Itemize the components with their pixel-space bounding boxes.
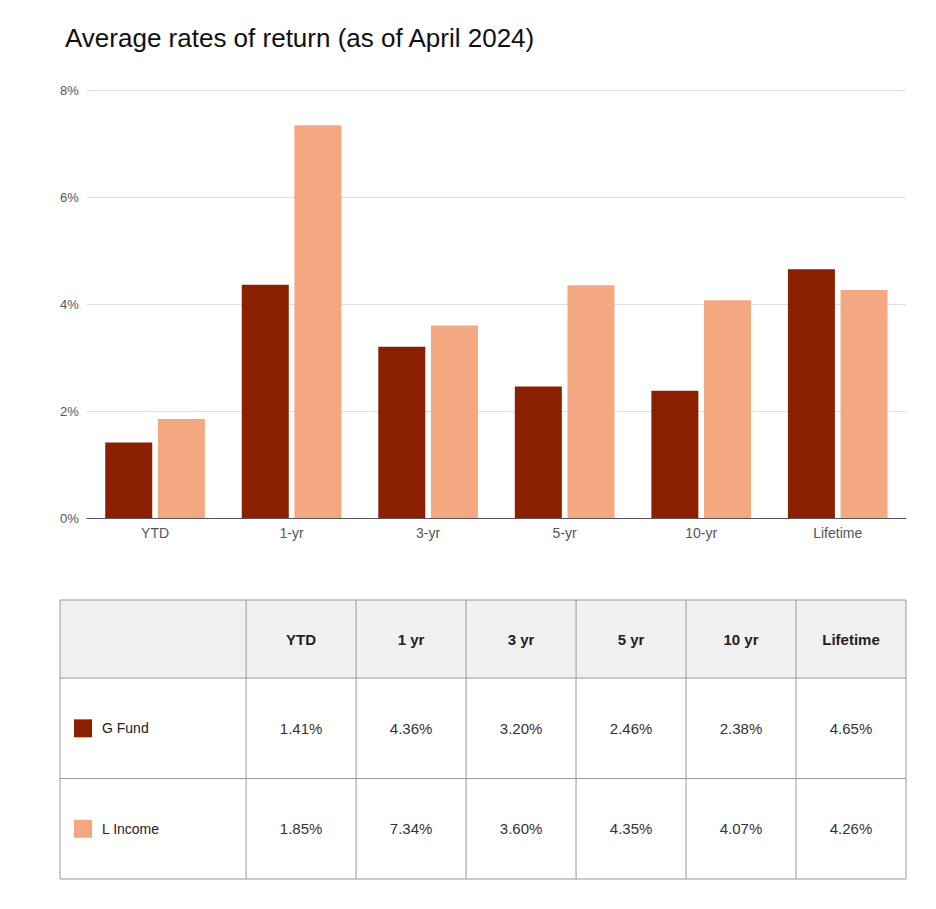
svg-text:YTD: YTD — [141, 525, 169, 541]
svg-text:Lifetime: Lifetime — [822, 631, 880, 648]
svg-text:2.46%: 2.46% — [610, 720, 653, 737]
svg-text:5-yr: 5-yr — [553, 525, 577, 541]
svg-text:4.35%: 4.35% — [610, 820, 653, 837]
svg-text:3.20%: 3.20% — [500, 720, 543, 737]
svg-text:0%: 0% — [60, 511, 79, 526]
svg-text:Average rates of return (as of: Average rates of return (as of April 202… — [65, 23, 534, 53]
svg-text:4.65%: 4.65% — [830, 720, 873, 737]
svg-text:1-yr: 1-yr — [280, 525, 304, 541]
svg-text:2.38%: 2.38% — [720, 720, 763, 737]
svg-text:10 yr: 10 yr — [724, 631, 759, 648]
svg-text:3 yr: 3 yr — [508, 631, 535, 648]
svg-text:YTD: YTD — [286, 631, 316, 648]
svg-text:G Fund: G Fund — [102, 720, 149, 736]
svg-text:4.07%: 4.07% — [720, 820, 763, 837]
svg-text:4%: 4% — [60, 297, 79, 312]
svg-text:8%: 8% — [60, 83, 79, 98]
svg-text:L Income: L Income — [102, 821, 159, 837]
svg-text:5 yr: 5 yr — [618, 631, 645, 648]
svg-text:10-yr: 10-yr — [685, 525, 717, 541]
svg-text:3-yr: 3-yr — [416, 525, 440, 541]
svg-text:4.36%: 4.36% — [390, 720, 433, 737]
svg-text:6%: 6% — [60, 190, 79, 205]
svg-text:1.41%: 1.41% — [280, 720, 323, 737]
svg-text:2%: 2% — [60, 404, 79, 419]
svg-text:3.60%: 3.60% — [500, 820, 543, 837]
svg-text:7.34%: 7.34% — [390, 820, 433, 837]
svg-text:4.26%: 4.26% — [830, 820, 873, 837]
svg-text:1.85%: 1.85% — [280, 820, 323, 837]
svg-text:1 yr: 1 yr — [398, 631, 425, 648]
svg-text:Lifetime: Lifetime — [813, 525, 862, 541]
